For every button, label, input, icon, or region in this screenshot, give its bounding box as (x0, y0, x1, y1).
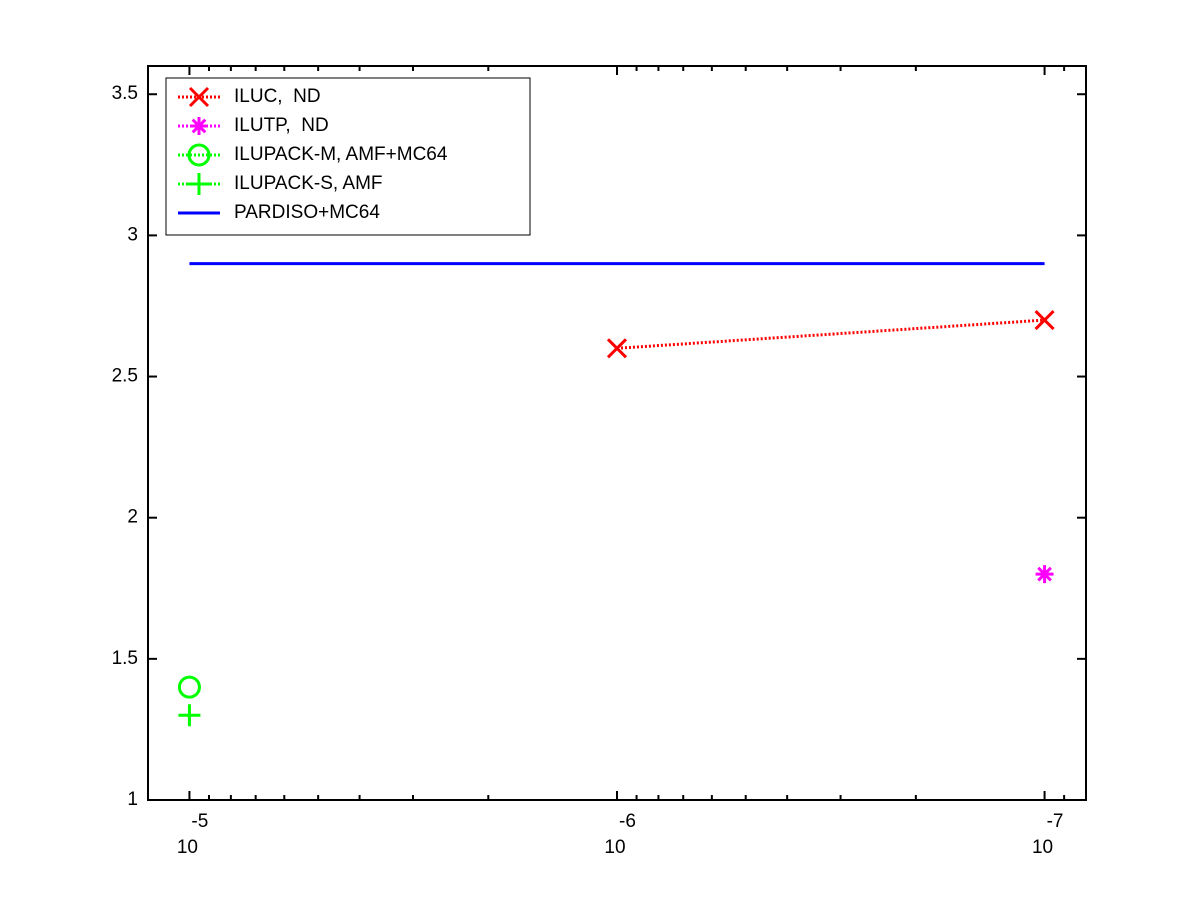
marker-shape (178, 704, 201, 727)
marker (190, 117, 208, 135)
marker-shape (1035, 565, 1054, 584)
marker (1034, 310, 1055, 331)
legend-entry: ILUPACK-S, AMF (178, 173, 383, 195)
legend-label: ILUC, ND (234, 86, 321, 107)
marker-shape (177, 675, 201, 699)
marker (187, 143, 211, 167)
legend-entry: ILUPACK-M, AMF+MC64 (178, 143, 448, 167)
legend-entry: PARDISO+MC64 (178, 202, 380, 223)
marker-shape (190, 117, 208, 135)
marker-shape (188, 173, 210, 195)
legend-entry: ILUTP, ND (178, 115, 329, 136)
x-tick-exponent: -7 (1047, 811, 1064, 832)
x-tick-label: 10 (177, 837, 198, 858)
marker (188, 173, 210, 195)
marker-shape (1034, 310, 1055, 331)
y-tick-label: 1 (127, 789, 138, 810)
y-tick-label: 3.5 (112, 83, 138, 104)
legend-label: PARDISO+MC64 (234, 202, 380, 223)
series-line (616, 318, 1045, 350)
legend-entry: ILUC, ND (178, 86, 321, 108)
axes-box (147, 65, 1087, 801)
y-tick-label: 2.5 (112, 366, 138, 387)
marker (178, 704, 201, 727)
y-tick-label: 3 (127, 224, 138, 245)
marker (606, 338, 628, 359)
legend-label: ILUPACK-S, AMF (234, 173, 383, 194)
legend: ILUC, ND ILUTP, ND ILUPACK-M, AMF+MC64 ILUP… (165, 77, 531, 236)
x-tick-label: 10 (1032, 837, 1053, 858)
legend-label: ILUTP, ND (234, 115, 329, 136)
marker (1035, 565, 1054, 584)
x-tick-label: 10 (604, 837, 625, 858)
marker (188, 86, 210, 108)
y-tick-label: 2 (127, 507, 138, 528)
marker-shape (606, 338, 628, 359)
legend-label: ILUPACK-M, AMF+MC64 (234, 144, 448, 165)
marker (177, 675, 201, 699)
x-tick-exponent: -6 (619, 811, 636, 832)
x-tick-exponent: -5 (191, 811, 208, 832)
marker-shape (187, 143, 211, 167)
y-tick-label: 1.5 (112, 648, 138, 669)
legend-box (165, 77, 531, 236)
marker-shape (188, 86, 210, 108)
